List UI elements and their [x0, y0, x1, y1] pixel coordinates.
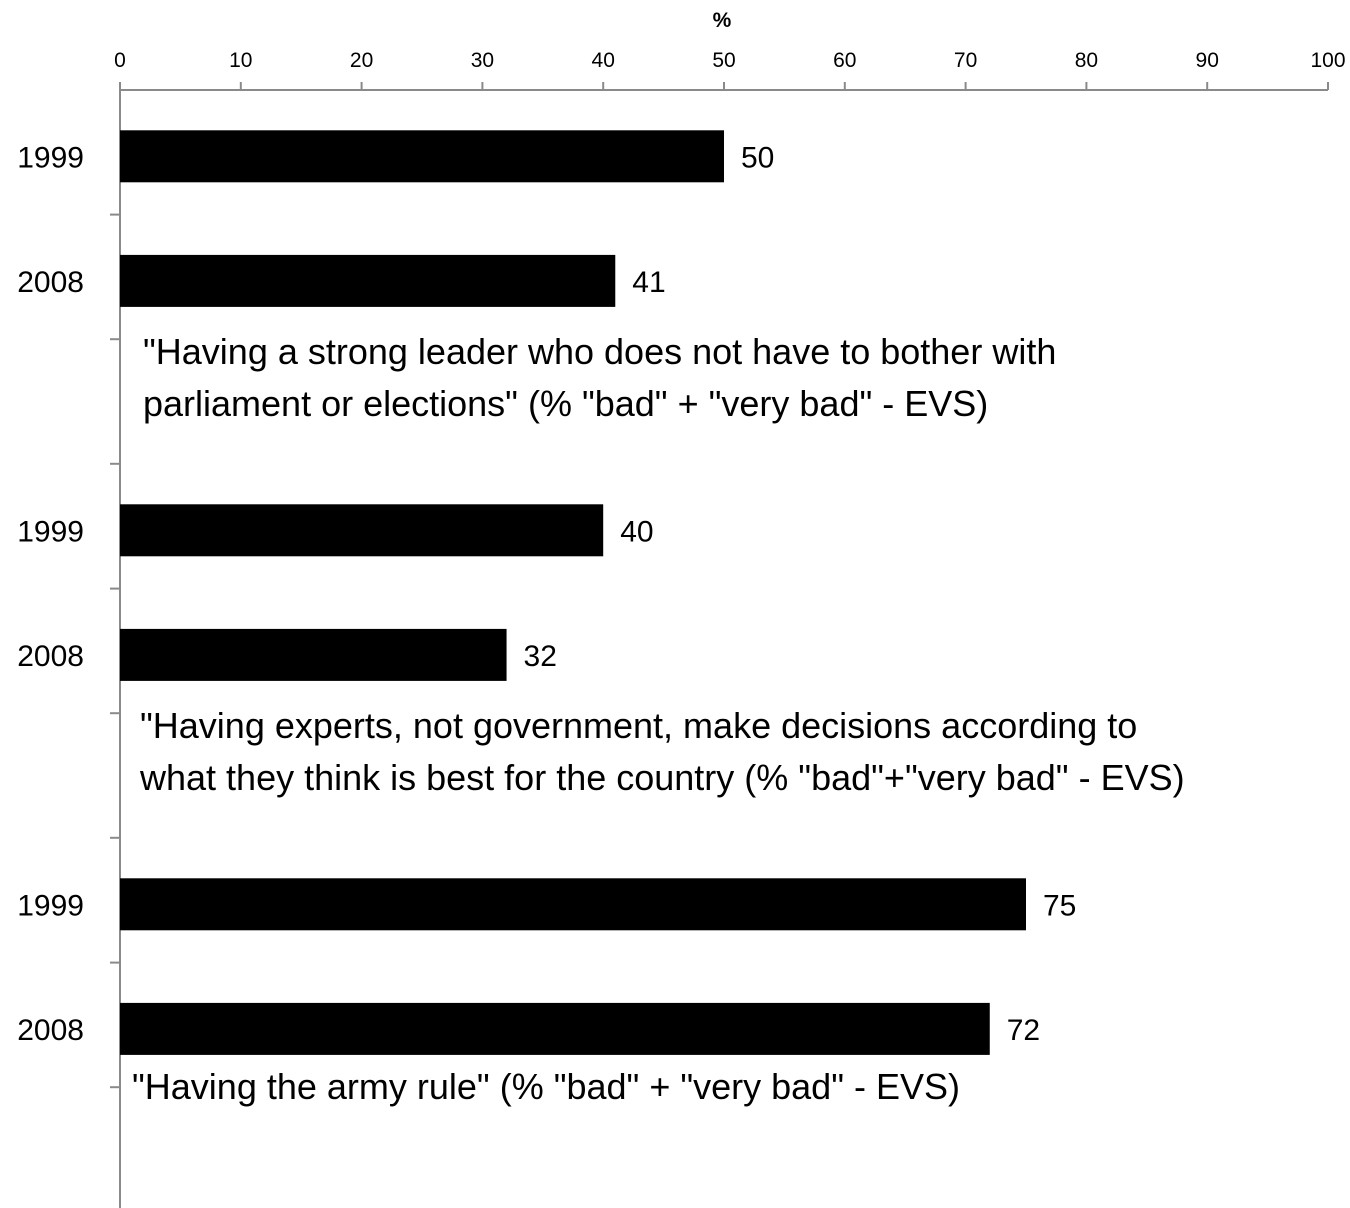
- data-label: 32: [524, 640, 557, 673]
- data-label: 50: [741, 141, 774, 174]
- data-label: 72: [1007, 1014, 1040, 1047]
- y-axis: [110, 90, 121, 1208]
- group-annotation-line: "Having experts, not government, make de…: [140, 705, 1137, 746]
- bar: [120, 254, 616, 307]
- x-tick-label: 70: [954, 49, 977, 72]
- x-tick-label: 90: [1196, 49, 1219, 72]
- group-annotation-line: "Having the army rule" (% "bad" + "very …: [132, 1066, 960, 1107]
- x-tick-label: 40: [592, 49, 615, 72]
- x-tick-label: 10: [229, 49, 252, 72]
- x-tick-label: 60: [833, 49, 856, 72]
- group-annotation-line: what they think is best for the country …: [139, 757, 1185, 798]
- category-label: 2008: [17, 1014, 84, 1047]
- category-label: 2008: [17, 266, 84, 299]
- x-axis: 0 10 20 30 40 50 60 70 80 90 100: [114, 49, 1346, 91]
- category-label: 1999: [17, 889, 84, 922]
- bar: [120, 878, 1026, 931]
- annotations-layer: "Having a strong leader who does not hav…: [132, 331, 1185, 1107]
- group-annotation-line: "Having a strong leader who does not hav…: [143, 331, 1056, 372]
- data-label: 41: [632, 266, 665, 299]
- x-tick-label: 50: [712, 49, 735, 72]
- bars-layer: 1999 50 2008 41 1999 40 2008 32 1999 75 2008 72: [17, 130, 1076, 1055]
- bar: [120, 130, 724, 183]
- x-tick-label: 0: [114, 49, 126, 72]
- category-label: 1999: [17, 141, 84, 174]
- data-label: 40: [620, 515, 653, 548]
- bar: [120, 1002, 990, 1055]
- category-label: 2008: [17, 640, 84, 673]
- x-tick-label: 20: [350, 49, 373, 72]
- x-tick-label: 30: [471, 49, 494, 72]
- bar: [120, 504, 604, 557]
- group-annotation-line: parliament or elections" (% "bad" + "ver…: [143, 383, 988, 424]
- data-label: 75: [1043, 889, 1076, 922]
- x-axis-unit-label: %: [713, 9, 732, 32]
- category-label: 1999: [17, 515, 84, 548]
- bar: [120, 628, 507, 681]
- x-tick-label: 100: [1310, 49, 1345, 72]
- x-tick-label: 80: [1075, 49, 1098, 72]
